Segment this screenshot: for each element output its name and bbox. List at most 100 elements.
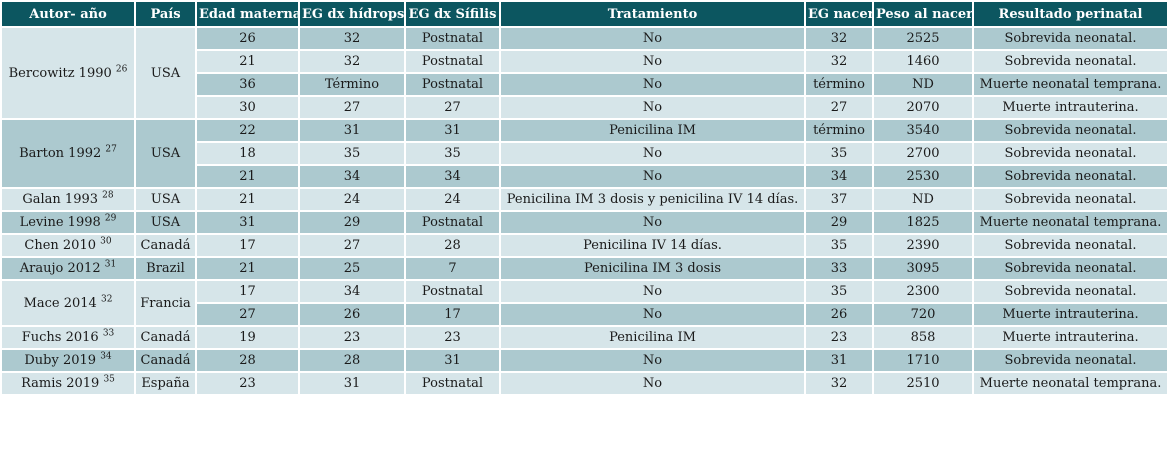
maternal-age-cell: 21 bbox=[195, 256, 300, 281]
header-ga-birth: EG nacer bbox=[804, 0, 874, 28]
perinatal-result-cell: Sobrevida neonatal. bbox=[972, 118, 1167, 143]
author-cell: Araujo 2012 31 bbox=[0, 256, 136, 281]
birth-weight-cell: 1710 bbox=[872, 348, 974, 373]
ga-syphilis-cell: 34 bbox=[404, 164, 501, 189]
reference-number: 31 bbox=[104, 259, 117, 270]
table-row: Chen 2010 30 Canadá 17 27 28 Penicilina IV 14… bbox=[0, 233, 1167, 258]
maternal-age-cell: 17 bbox=[195, 279, 300, 304]
treatment-cell: No bbox=[499, 164, 806, 189]
table-row: 27 26 17 No 26 720 Muerte intrauterina. bbox=[1, 302, 1167, 327]
maternal-age-cell: 36 bbox=[195, 72, 300, 97]
ga-birth-cell: 29 bbox=[804, 210, 874, 235]
ga-birth-cell: término bbox=[804, 72, 874, 97]
author-name: Chen 2010 bbox=[24, 238, 96, 253]
perinatal-results-table: Autor- año País Edad materna EG dx hídro… bbox=[0, 0, 1167, 396]
ga-syphilis-cell: Postnatal bbox=[404, 49, 501, 74]
ga-syphilis-cell: Postnatal bbox=[404, 371, 501, 396]
birth-weight-cell: ND bbox=[872, 187, 974, 212]
country-cell: USA bbox=[134, 26, 197, 120]
ga-birth-cell: 23 bbox=[804, 325, 874, 350]
table-row: 36 Término Postnatal No término ND Muerte neon… bbox=[1, 72, 1167, 97]
header-maternal-age: Edad materna bbox=[195, 0, 300, 28]
ga-birth-cell: 33 bbox=[804, 256, 874, 281]
author-cell: Levine 1998 29 bbox=[0, 210, 136, 235]
header-perinatal-result: Resultado perinatal bbox=[972, 0, 1167, 28]
perinatal-result-cell: Muerte neonatal temprana. bbox=[972, 72, 1167, 97]
maternal-age-cell: 31 bbox=[195, 210, 300, 235]
country-cell: Brazil bbox=[134, 256, 197, 281]
ga-syphilis-cell: Postnatal bbox=[404, 26, 501, 51]
reference-number: 34 bbox=[100, 351, 112, 362]
reference-number: 35 bbox=[103, 374, 115, 385]
table-row: 30 27 27 No 27 2070 Muerte intrauterina. bbox=[1, 95, 1167, 120]
treatment-cell: No bbox=[499, 141, 806, 166]
perinatal-result-cell: Muerte neonatal temprana. bbox=[972, 371, 1167, 396]
maternal-age-cell: 26 bbox=[195, 26, 300, 51]
table-row: Galan 1993 28 USA 21 24 24 Penicilina IM 3 do… bbox=[0, 187, 1167, 212]
country-cell: Canadá bbox=[134, 233, 197, 258]
ga-hydrops-cell: Término bbox=[298, 72, 406, 97]
perinatal-result-cell: Sobrevida neonatal. bbox=[972, 279, 1167, 304]
header-treatment: Tratamiento bbox=[499, 0, 806, 28]
ga-hydrops-cell: 31 bbox=[298, 118, 406, 143]
maternal-age-cell: 18 bbox=[195, 141, 300, 166]
table-body: Bercowitz 1990 26 USA 26 32 Postnatal No 32 252… bbox=[0, 26, 1167, 396]
table-row: Levine 1998 29 USA 31 29 Postnatal No 29 1825 Mu… bbox=[0, 210, 1167, 235]
ga-syphilis-cell: 35 bbox=[404, 141, 501, 166]
treatment-cell: No bbox=[499, 49, 806, 74]
birth-weight-cell: 2700 bbox=[872, 141, 974, 166]
reference-number: 29 bbox=[104, 213, 117, 224]
ga-hydrops-cell: 27 bbox=[298, 95, 406, 120]
country-cell: Canadá bbox=[134, 325, 197, 350]
treatment-cell: No bbox=[499, 279, 806, 304]
country-cell: Francia bbox=[134, 279, 197, 327]
ga-syphilis-cell: 31 bbox=[404, 118, 501, 143]
ga-hydrops-cell: 24 bbox=[298, 187, 406, 212]
treatment-cell: No bbox=[499, 371, 806, 396]
treatment-cell: Penicilina IV 14 días. bbox=[499, 233, 806, 258]
treatment-cell: No bbox=[499, 348, 806, 373]
table-row: Ramis 2019 35 España 23 31 Postnatal No 32 2510… bbox=[0, 371, 1167, 396]
perinatal-result-cell: Muerte intrauterina. bbox=[972, 302, 1167, 327]
treatment-cell: Penicilina IM bbox=[499, 325, 806, 350]
header-country: País bbox=[134, 0, 197, 28]
ga-hydrops-cell: 34 bbox=[298, 164, 406, 189]
ga-syphilis-cell: 23 bbox=[404, 325, 501, 350]
reference-number: 28 bbox=[102, 190, 114, 201]
perinatal-result-cell: Sobrevida neonatal. bbox=[972, 187, 1167, 212]
table-row: Bercowitz 1990 26 USA 26 32 Postnatal No 32 252… bbox=[0, 26, 1167, 120]
ga-syphilis-cell: 7 bbox=[404, 256, 501, 281]
table-row: 18 35 35 No 35 2700 Sobrevida neonatal. bbox=[1, 141, 1167, 166]
author-name: Duby 2019 bbox=[24, 353, 97, 368]
ga-birth-cell: 35 bbox=[804, 279, 874, 304]
birth-weight-cell: 2300 bbox=[872, 279, 974, 304]
author-name: Levine 1998 bbox=[19, 215, 101, 230]
ga-hydrops-cell: 26 bbox=[298, 302, 406, 327]
birth-weight-cell: 1825 bbox=[872, 210, 974, 235]
treatment-cell: No bbox=[499, 210, 806, 235]
table-row: Fuchs 2016 33 Canadá 19 23 23 Penicilina IM 23… bbox=[0, 325, 1167, 350]
table-row: 21 32 Postnatal No 32 1460 Sobrevida neonatal. bbox=[1, 49, 1167, 74]
treatment-cell: No bbox=[499, 26, 806, 51]
perinatal-result-cell: Muerte intrauterina. bbox=[972, 325, 1167, 350]
ga-syphilis-cell: 27 bbox=[404, 95, 501, 120]
author-name: Galan 1993 bbox=[22, 192, 99, 207]
birth-weight-cell: ND bbox=[872, 72, 974, 97]
table-row: 21 34 34 No 34 2530 Sobrevida neonatal. bbox=[1, 164, 1167, 189]
reference-number: 33 bbox=[102, 328, 115, 339]
author-name: Barton 1992 bbox=[19, 146, 102, 161]
maternal-age-cell: 17 bbox=[195, 233, 300, 258]
maternal-age-cell: 19 bbox=[195, 325, 300, 350]
ga-hydrops-cell: 25 bbox=[298, 256, 406, 281]
reference-number: 30 bbox=[100, 236, 112, 247]
perinatal-result-cell: Sobrevida neonatal. bbox=[972, 348, 1167, 373]
maternal-age-cell: 22 bbox=[195, 118, 300, 143]
ga-syphilis-cell: 31 bbox=[404, 348, 501, 373]
perinatal-result-cell: Sobrevida neonatal. bbox=[972, 164, 1167, 189]
maternal-age-cell: 28 bbox=[195, 348, 300, 373]
author-name: Mace 2014 bbox=[23, 295, 97, 311]
perinatal-result-cell: Muerte neonatal temprana. bbox=[972, 210, 1167, 235]
ga-syphilis-cell: 17 bbox=[404, 302, 501, 327]
ga-hydrops-cell: 27 bbox=[298, 233, 406, 258]
maternal-age-cell: 27 bbox=[195, 302, 300, 327]
